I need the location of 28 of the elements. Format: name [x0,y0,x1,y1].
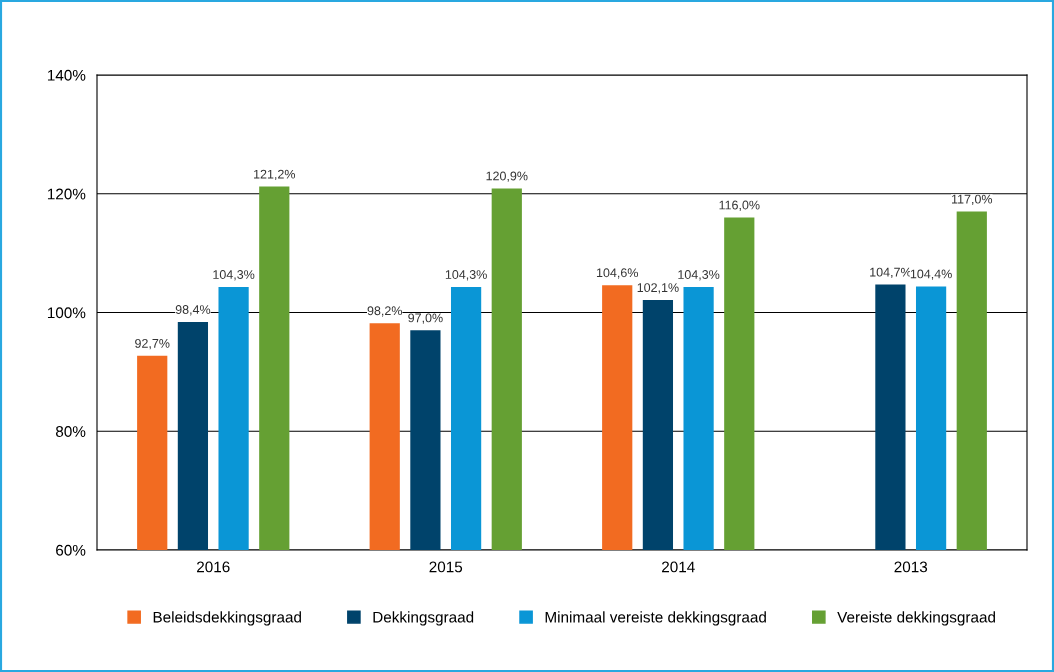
x-tick-label: 2015 [429,561,463,573]
data-label: 104,7% [870,267,912,279]
data-label: 120,9% [486,171,528,182]
y-tick-label: 120% [47,188,86,200]
x-tick-label: 2016 [197,561,230,573]
data-label: 104,4% [910,269,952,280]
y-tick-label: 100% [47,307,86,319]
y-tick-label: 80% [55,426,86,437]
data-label: 92,7% [135,338,170,350]
y-tick-label: 140% [47,69,86,81]
x-tick-label: 2014 [662,561,695,573]
legend-label: Vereiste dekkingsgraad [837,611,995,626]
data-label: 117,0% [952,194,993,206]
legend-label: Beleidsdekkingsgraad [153,611,301,626]
data-label: 104,3% [445,270,487,281]
y-tick-label: 60% [56,544,86,556]
data-label: 121,2% [254,169,296,181]
data-label: 97,0% [408,313,443,324]
data-label: 98,4% [175,305,211,316]
legend-label: Dekkingsgraad [373,611,474,626]
x-tick-label: 2013 [894,561,928,573]
data-label: 104,6% [596,268,638,279]
data-label: 98,2% [367,306,402,317]
data-label: 102,1% [637,283,679,294]
legend-label: Minimaal vereiste dekkingsgraad [545,611,766,626]
data-label: 116,0% [719,200,760,211]
data-label: 104,3% [678,270,720,281]
data-label: 104,3% [213,270,255,281]
